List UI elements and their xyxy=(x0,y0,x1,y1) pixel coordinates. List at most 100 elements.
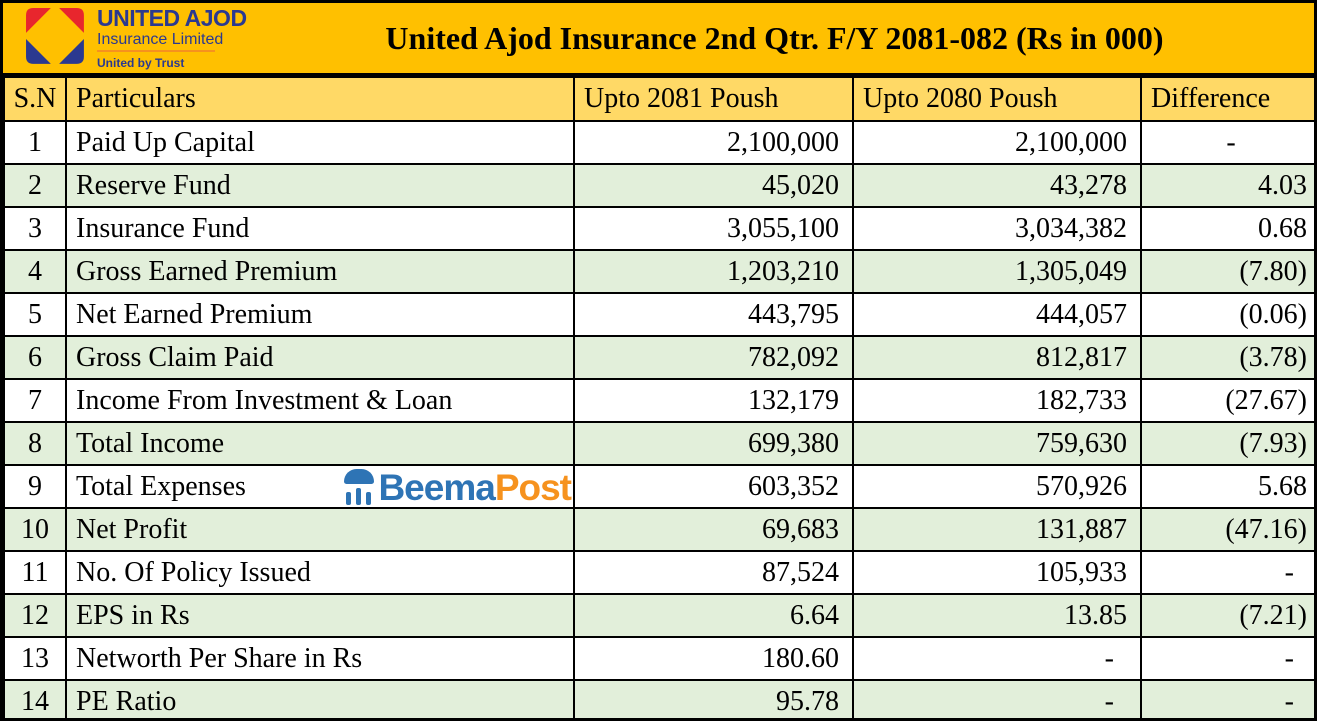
company-name: UNITED AJOD xyxy=(97,5,247,31)
header-upto-2080: Upto 2080 Poush xyxy=(852,76,1142,122)
particulars-cell: PE Ratio xyxy=(65,679,575,718)
difference-cell: 4.03 xyxy=(1140,163,1314,208)
difference-cell: 5.68 xyxy=(1140,464,1314,509)
table-body: 1 Paid Up Capital 2,100,000 2,100,000-2 Rese… xyxy=(3,120,1314,718)
table-header-row: S.N Particulars Upto 2081 Poush Upto 208… xyxy=(3,76,1314,122)
particulars-cell: Gross Claim Paid xyxy=(65,335,575,380)
difference-cell: (0.06) xyxy=(1140,292,1314,337)
value-2080-cell: 43,278 xyxy=(852,163,1142,208)
logo-underline xyxy=(97,50,215,52)
sn-cell: 8 xyxy=(3,421,67,466)
value-2081-cell: 699,380 xyxy=(573,421,854,466)
header-sn: S.N xyxy=(3,76,67,122)
table-row: 4 Gross Earned Premium 1,203,210 1,305,049(… xyxy=(3,249,1314,294)
header-particulars: Particulars xyxy=(65,76,575,122)
particulars-label: Total Expenses xyxy=(76,470,246,502)
value-2081-cell: 45,020 xyxy=(573,163,854,208)
value-2080-cell: - xyxy=(852,679,1142,718)
value-2081-cell: 87,524 xyxy=(573,550,854,595)
particulars-cell: Total Income xyxy=(65,421,575,466)
sn-cell: 1 xyxy=(3,120,67,165)
table-row: 11 No. Of Policy Issued 87,524 105,933- xyxy=(3,550,1314,595)
particulars-cell: Net Profit xyxy=(65,507,575,552)
difference-cell: - xyxy=(1140,679,1314,718)
particulars-cell: EPS in Rs xyxy=(65,593,575,638)
value-2081-cell: 1,203,210 xyxy=(573,249,854,294)
beema-text: Beema xyxy=(378,467,495,508)
sn-cell: 13 xyxy=(3,636,67,681)
value-2080-cell: 3,034,382 xyxy=(852,206,1142,251)
value-2081-cell: 443,795 xyxy=(573,292,854,337)
table-row: 1 Paid Up Capital 2,100,000 2,100,000- xyxy=(3,120,1314,165)
company-logo: UNITED AJOD Insurance Limited United by … xyxy=(3,7,261,69)
title-band: UNITED AJOD Insurance Limited United by … xyxy=(3,3,1314,76)
value-2080-cell: 759,630 xyxy=(852,421,1142,466)
table-row: 3 Insurance Fund 3,055,100 3,034,382 0.68 xyxy=(3,206,1314,251)
sn-cell: 14 xyxy=(3,679,67,718)
header-upto-2081: Upto 2081 Poush xyxy=(573,76,854,122)
financial-table: S.N Particulars Upto 2081 Poush Upto 208… xyxy=(3,76,1314,718)
difference-cell: (7.80) xyxy=(1140,249,1314,294)
table-row: 13 Networth Per Share in Rs 180.60- - xyxy=(3,636,1314,681)
table-row: 10 Net Profit 69,683 131,887 (47.16) xyxy=(3,507,1314,552)
sn-cell: 5 xyxy=(3,292,67,337)
table-row: 5 Net Earned Premium 443,795 444,057 (0.06) xyxy=(3,292,1314,337)
table-row: 8 Total Income 699,380 759,630 (7.93) xyxy=(3,421,1314,466)
value-2081-cell: 6.64 xyxy=(573,593,854,638)
sn-cell: 12 xyxy=(3,593,67,638)
sn-cell: 4 xyxy=(3,249,67,294)
value-2080-cell: 105,933 xyxy=(852,550,1142,595)
value-2081-cell: 69,683 xyxy=(573,507,854,552)
umbrella-icon xyxy=(343,468,375,505)
particulars-cell: Net Earned Premium xyxy=(65,292,575,337)
difference-cell: (3.78) xyxy=(1140,335,1314,380)
particulars-cell: Reserve Fund xyxy=(65,163,575,208)
difference-cell: - xyxy=(1140,636,1314,681)
difference-cell: (7.21) xyxy=(1140,593,1314,638)
difference-cell: (47.16) xyxy=(1140,507,1314,552)
value-2080-cell: - xyxy=(852,636,1142,681)
value-2081-cell: 2,100,000 xyxy=(573,120,854,165)
sn-cell: 2 xyxy=(3,163,67,208)
beemapost-watermark: Beema Post xyxy=(343,467,572,508)
value-2080-cell: 13.85 xyxy=(852,593,1142,638)
difference-cell: - xyxy=(1140,550,1314,595)
company-logo-text: UNITED AJOD Insurance Limited United by … xyxy=(97,7,247,69)
value-2080-cell: 812,817 xyxy=(852,335,1142,380)
value-2080-cell: 2,100,000 xyxy=(852,120,1142,165)
sn-cell: 7 xyxy=(3,378,67,423)
table-row: 6 Gross Claim Paid 782,092 812,817 (3.78) xyxy=(3,335,1314,380)
particulars-cell: Income From Investment & Loan xyxy=(65,378,575,423)
particulars-cell: Networth Per Share in Rs xyxy=(65,636,575,681)
table-row: 2 Reserve Fund 45,020 43,278 4.03 xyxy=(3,163,1314,208)
value-2081-cell: 782,092 xyxy=(573,335,854,380)
difference-cell: (7.93) xyxy=(1140,421,1314,466)
value-2080-cell: 131,887 xyxy=(852,507,1142,552)
difference-cell: 0.68 xyxy=(1140,206,1314,251)
sn-cell: 3 xyxy=(3,206,67,251)
value-2081-cell: 180.60 xyxy=(573,636,854,681)
company-subtitle: Insurance Limited xyxy=(97,31,224,48)
particulars-cell: Total Expenses Beema Post xyxy=(65,464,575,509)
value-2081-cell: 132,179 xyxy=(573,378,854,423)
value-2080-cell: 1,305,049 xyxy=(852,249,1142,294)
value-2080-cell: 570,926 xyxy=(852,464,1142,509)
particulars-cell: Gross Earned Premium xyxy=(65,249,575,294)
table-row: 9 Total Expenses Beema Post 603,352 570,926 5.… xyxy=(3,464,1314,509)
sn-cell: 10 xyxy=(3,507,67,552)
particulars-cell: No. Of Policy Issued xyxy=(65,550,575,595)
header-difference: Difference xyxy=(1140,76,1314,122)
value-2081-cell: 603,352 xyxy=(573,464,854,509)
united-ajod-logo-icon xyxy=(26,8,84,64)
post-text: Post xyxy=(494,467,572,508)
difference-cell: (27.67) xyxy=(1140,378,1314,423)
company-tagline: United by Trust xyxy=(97,56,185,70)
value-2080-cell: 444,057 xyxy=(852,292,1142,337)
sn-cell: 9 xyxy=(3,464,67,509)
table-row: 14 PE Ratio 95.78- - xyxy=(3,679,1314,718)
value-2080-cell: 182,733 xyxy=(852,378,1142,423)
sn-cell: 6 xyxy=(3,335,67,380)
value-2081-cell: 95.78 xyxy=(573,679,854,718)
difference-cell: - xyxy=(1140,120,1314,165)
